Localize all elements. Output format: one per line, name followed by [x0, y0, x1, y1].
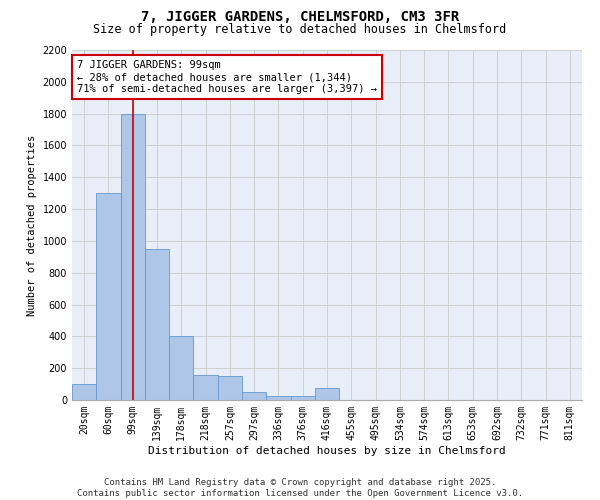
- Text: 7 JIGGER GARDENS: 99sqm
← 28% of detached houses are smaller (1,344)
71% of semi: 7 JIGGER GARDENS: 99sqm ← 28% of detache…: [77, 60, 377, 94]
- X-axis label: Distribution of detached houses by size in Chelmsford: Distribution of detached houses by size …: [148, 446, 506, 456]
- Bar: [242, 392, 266, 400]
- Bar: [290, 396, 315, 400]
- Text: Size of property relative to detached houses in Chelmsford: Size of property relative to detached ho…: [94, 22, 506, 36]
- Bar: [315, 388, 339, 400]
- Bar: [72, 384, 96, 400]
- Bar: [96, 193, 121, 400]
- Bar: [266, 396, 290, 400]
- Y-axis label: Number of detached properties: Number of detached properties: [27, 134, 37, 316]
- Bar: [121, 114, 145, 400]
- Bar: [218, 376, 242, 400]
- Bar: [193, 374, 218, 400]
- Text: Contains HM Land Registry data © Crown copyright and database right 2025.
Contai: Contains HM Land Registry data © Crown c…: [77, 478, 523, 498]
- Bar: [169, 336, 193, 400]
- Bar: [145, 249, 169, 400]
- Text: 7, JIGGER GARDENS, CHELMSFORD, CM3 3FR: 7, JIGGER GARDENS, CHELMSFORD, CM3 3FR: [141, 10, 459, 24]
